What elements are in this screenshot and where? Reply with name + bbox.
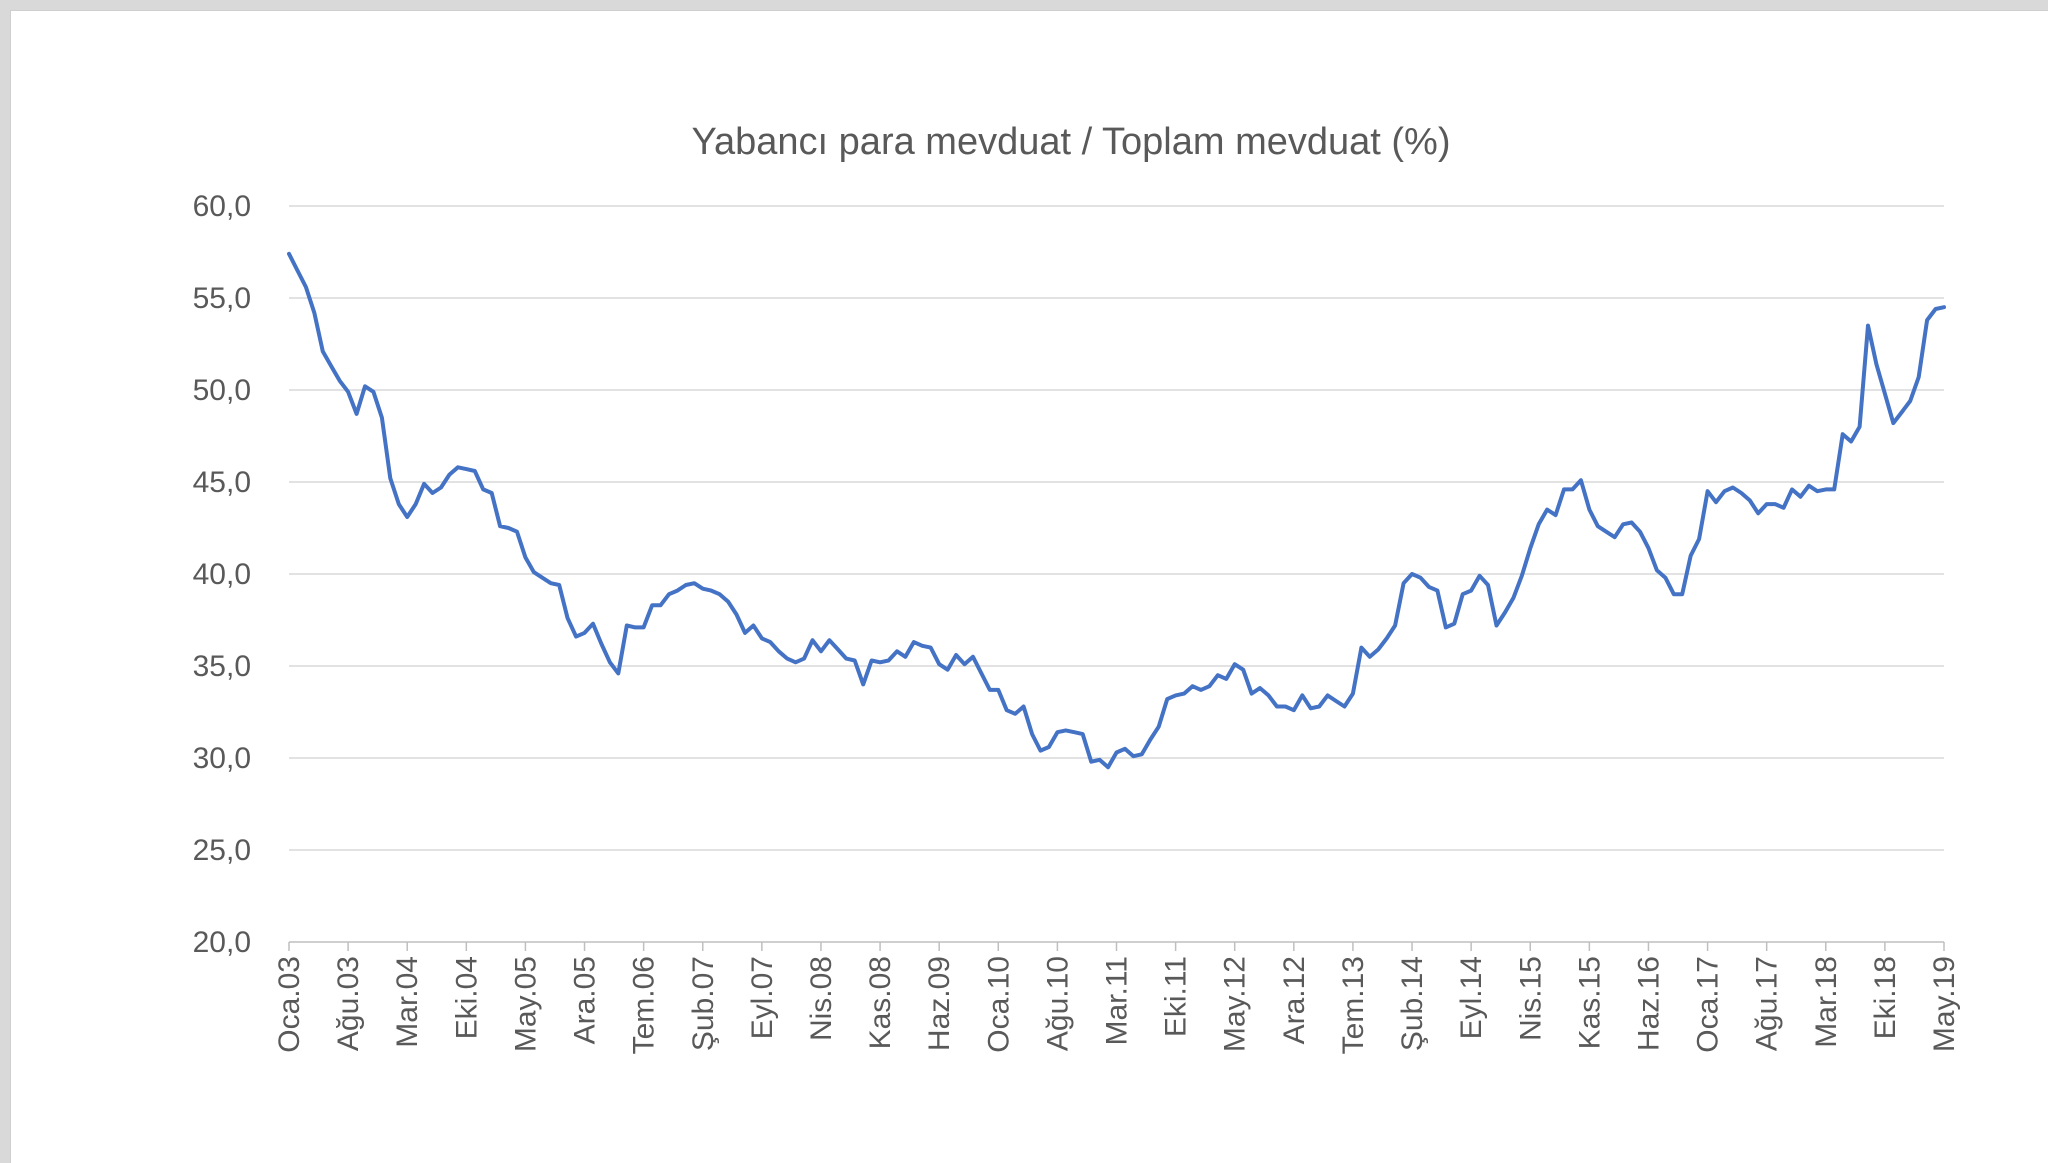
chart-frame: Yabancı para mevduat / Toplam mevduat (%… bbox=[10, 10, 2048, 1163]
y-tick-label: 35,0 bbox=[193, 650, 251, 683]
x-tick-label: Kas.15 bbox=[1573, 956, 1606, 1049]
gridlines bbox=[289, 205, 1944, 851]
x-tick-label: Nis.15 bbox=[1514, 956, 1547, 1041]
x-axis: Oca.03 Ağu.03 Mar.04 Eki.04 May.05 Ara.05 Tem.… bbox=[273, 942, 1961, 1054]
x-tick-label: May.12 bbox=[1219, 956, 1252, 1052]
x-tick-label: Ağu.03 bbox=[332, 956, 365, 1051]
y-tick-label: 60,0 bbox=[193, 190, 251, 223]
x-tick-label: Mar.18 bbox=[1810, 956, 1843, 1048]
x-tick-label: Eki.11 bbox=[1160, 956, 1193, 1037]
x-tick-label: Ağu.10 bbox=[1041, 956, 1074, 1051]
y-tick-label: 25,0 bbox=[193, 834, 251, 867]
x-tick-label: Mar.11 bbox=[1101, 956, 1134, 1046]
x-tick-label: Oca.03 bbox=[273, 956, 306, 1053]
x-tick-label: Şub.14 bbox=[1396, 956, 1429, 1051]
x-tick-label: Tem.13 bbox=[1337, 956, 1370, 1054]
series-layer bbox=[287, 251, 1946, 770]
x-tick-label: Ağu.17 bbox=[1751, 956, 1784, 1051]
y-axis: 20,0 25,0 30,0 35,0 40,0 45,0 50,0 55,0 60,0 bbox=[193, 190, 251, 959]
x-tick-label: Haz.09 bbox=[923, 956, 956, 1051]
y-tick-label: 40,0 bbox=[193, 558, 251, 591]
x-tick-label: Eki.04 bbox=[450, 956, 483, 1039]
y-tick-label: 50,0 bbox=[193, 374, 251, 407]
x-tick-label: Eki.18 bbox=[1869, 956, 1902, 1039]
x-tick-label: May.19 bbox=[1928, 956, 1961, 1052]
y-tick-label: 55,0 bbox=[193, 282, 251, 315]
x-tick-label: Tem.06 bbox=[628, 956, 661, 1054]
x-tick-label: Nis.08 bbox=[805, 956, 838, 1041]
x-tick-label: Ara.05 bbox=[569, 956, 602, 1044]
x-tick-label: Oca.17 bbox=[1692, 956, 1725, 1053]
x-tick-label: Şub.07 bbox=[687, 956, 720, 1051]
x-tick-label: Haz.16 bbox=[1632, 956, 1665, 1051]
y-tick-label: 45,0 bbox=[193, 466, 251, 499]
x-tick-label: May.05 bbox=[509, 956, 542, 1052]
x-tick-label: Eyl.07 bbox=[746, 956, 779, 1039]
line-chart: Yabancı para mevduat / Toplam mevduat (%… bbox=[193, 121, 1961, 1054]
y-tick-label: 20,0 bbox=[193, 926, 251, 959]
x-tick-label: Kas.08 bbox=[864, 956, 897, 1049]
series-line bbox=[287, 251, 1946, 770]
x-tick-label: Mar.04 bbox=[391, 956, 424, 1048]
y-tick-label: 30,0 bbox=[193, 742, 251, 775]
x-tick-label: Ara.12 bbox=[1278, 956, 1311, 1044]
x-tick-label: Eyl.14 bbox=[1455, 956, 1488, 1039]
chart-title: Yabancı para mevduat / Toplam mevduat (%… bbox=[692, 121, 1451, 163]
x-tick-label: Oca.10 bbox=[982, 956, 1015, 1053]
